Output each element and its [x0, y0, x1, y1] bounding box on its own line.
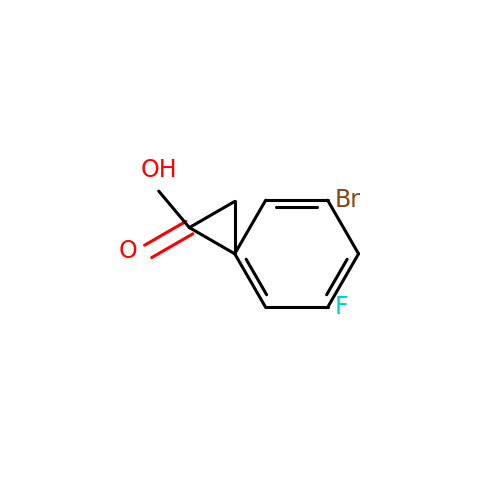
Text: F: F [335, 296, 348, 319]
Text: OH: OH [140, 158, 177, 182]
Text: Br: Br [335, 188, 361, 212]
Text: O: O [119, 240, 137, 263]
